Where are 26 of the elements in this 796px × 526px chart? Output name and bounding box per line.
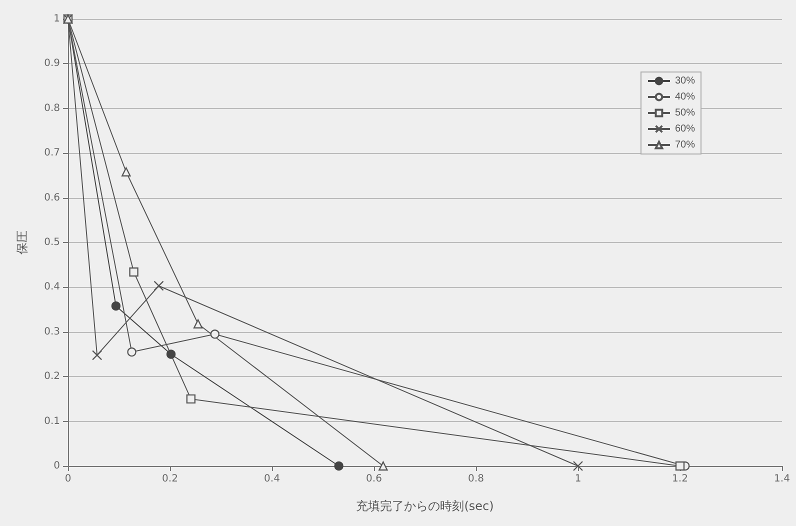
y-tick-label: 0 [54, 460, 60, 472]
x-tick-label: 0.6 [366, 474, 382, 484]
y-tick-label: 0.7 [44, 148, 60, 159]
legend-label: 40% [674, 92, 696, 102]
x-tick-label: 0.2 [162, 474, 178, 484]
x-tick-label: 1.2 [672, 474, 688, 484]
y-tick-label: 0.3 [44, 326, 60, 338]
x-tick-label: 0.4 [264, 474, 280, 484]
x-tick-label: 1 [574, 474, 582, 484]
legend-label: 70% [674, 140, 696, 150]
x-tick-label: 0.8 [468, 474, 484, 484]
legend-label: 60% [674, 124, 696, 134]
y-tick-label: 0.2 [44, 371, 60, 382]
y-tick-label: 0.9 [44, 58, 60, 70]
y-tick-label: 0.1 [44, 416, 60, 427]
y-axis-title: 保圧 [15, 230, 29, 254]
x-axis-title: 充填完了からの時刻(sec) [356, 499, 494, 513]
y-tick-label: 0.8 [44, 102, 60, 114]
x-tick-label: 0 [64, 474, 72, 484]
legend-label: 50% [674, 108, 696, 118]
y-tick-label: 1 [54, 14, 60, 24]
y-tick-label: 0.5 [44, 237, 60, 248]
legend-label: 30% [674, 76, 696, 86]
x-tick-label: 1.4 [774, 474, 790, 484]
y-tick-label: 0.4 [44, 282, 60, 293]
y-tick-label: 0.6 [44, 192, 60, 204]
